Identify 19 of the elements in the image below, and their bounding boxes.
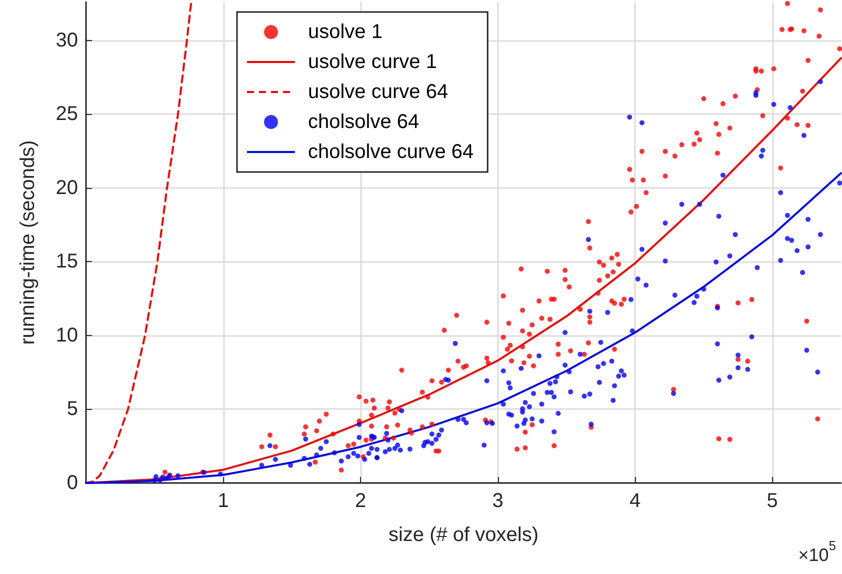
y-tick-label: 20	[56, 176, 78, 199]
x-tick-label: 3	[492, 490, 504, 512]
legend-label: cholsolve 64	[308, 111, 420, 133]
y-tick-label: 15	[56, 250, 78, 273]
x-tick-label: 1	[218, 490, 229, 512]
legend-label: usolve 1	[308, 21, 382, 43]
y-axis-title: running-time (seconds)	[17, 140, 39, 345]
y-tick-label: 5	[66, 398, 78, 420]
legend-label: usolve curve 1	[308, 51, 437, 73]
x-tick-label: 2	[354, 490, 366, 512]
y-tick-label: 30	[56, 29, 78, 52]
legend-label: cholsolve curve 64	[308, 141, 474, 163]
y-tick-label: 25	[56, 103, 78, 126]
x-tick-label: 4	[630, 490, 641, 512]
x-tick-label: 5	[766, 490, 778, 512]
x-axis-title: size (# of voxels)	[388, 524, 539, 546]
y-tick-label: 10	[56, 324, 78, 346]
y-tick-label: 0	[66, 472, 78, 494]
legend-label: usolve curve 64	[308, 81, 448, 103]
